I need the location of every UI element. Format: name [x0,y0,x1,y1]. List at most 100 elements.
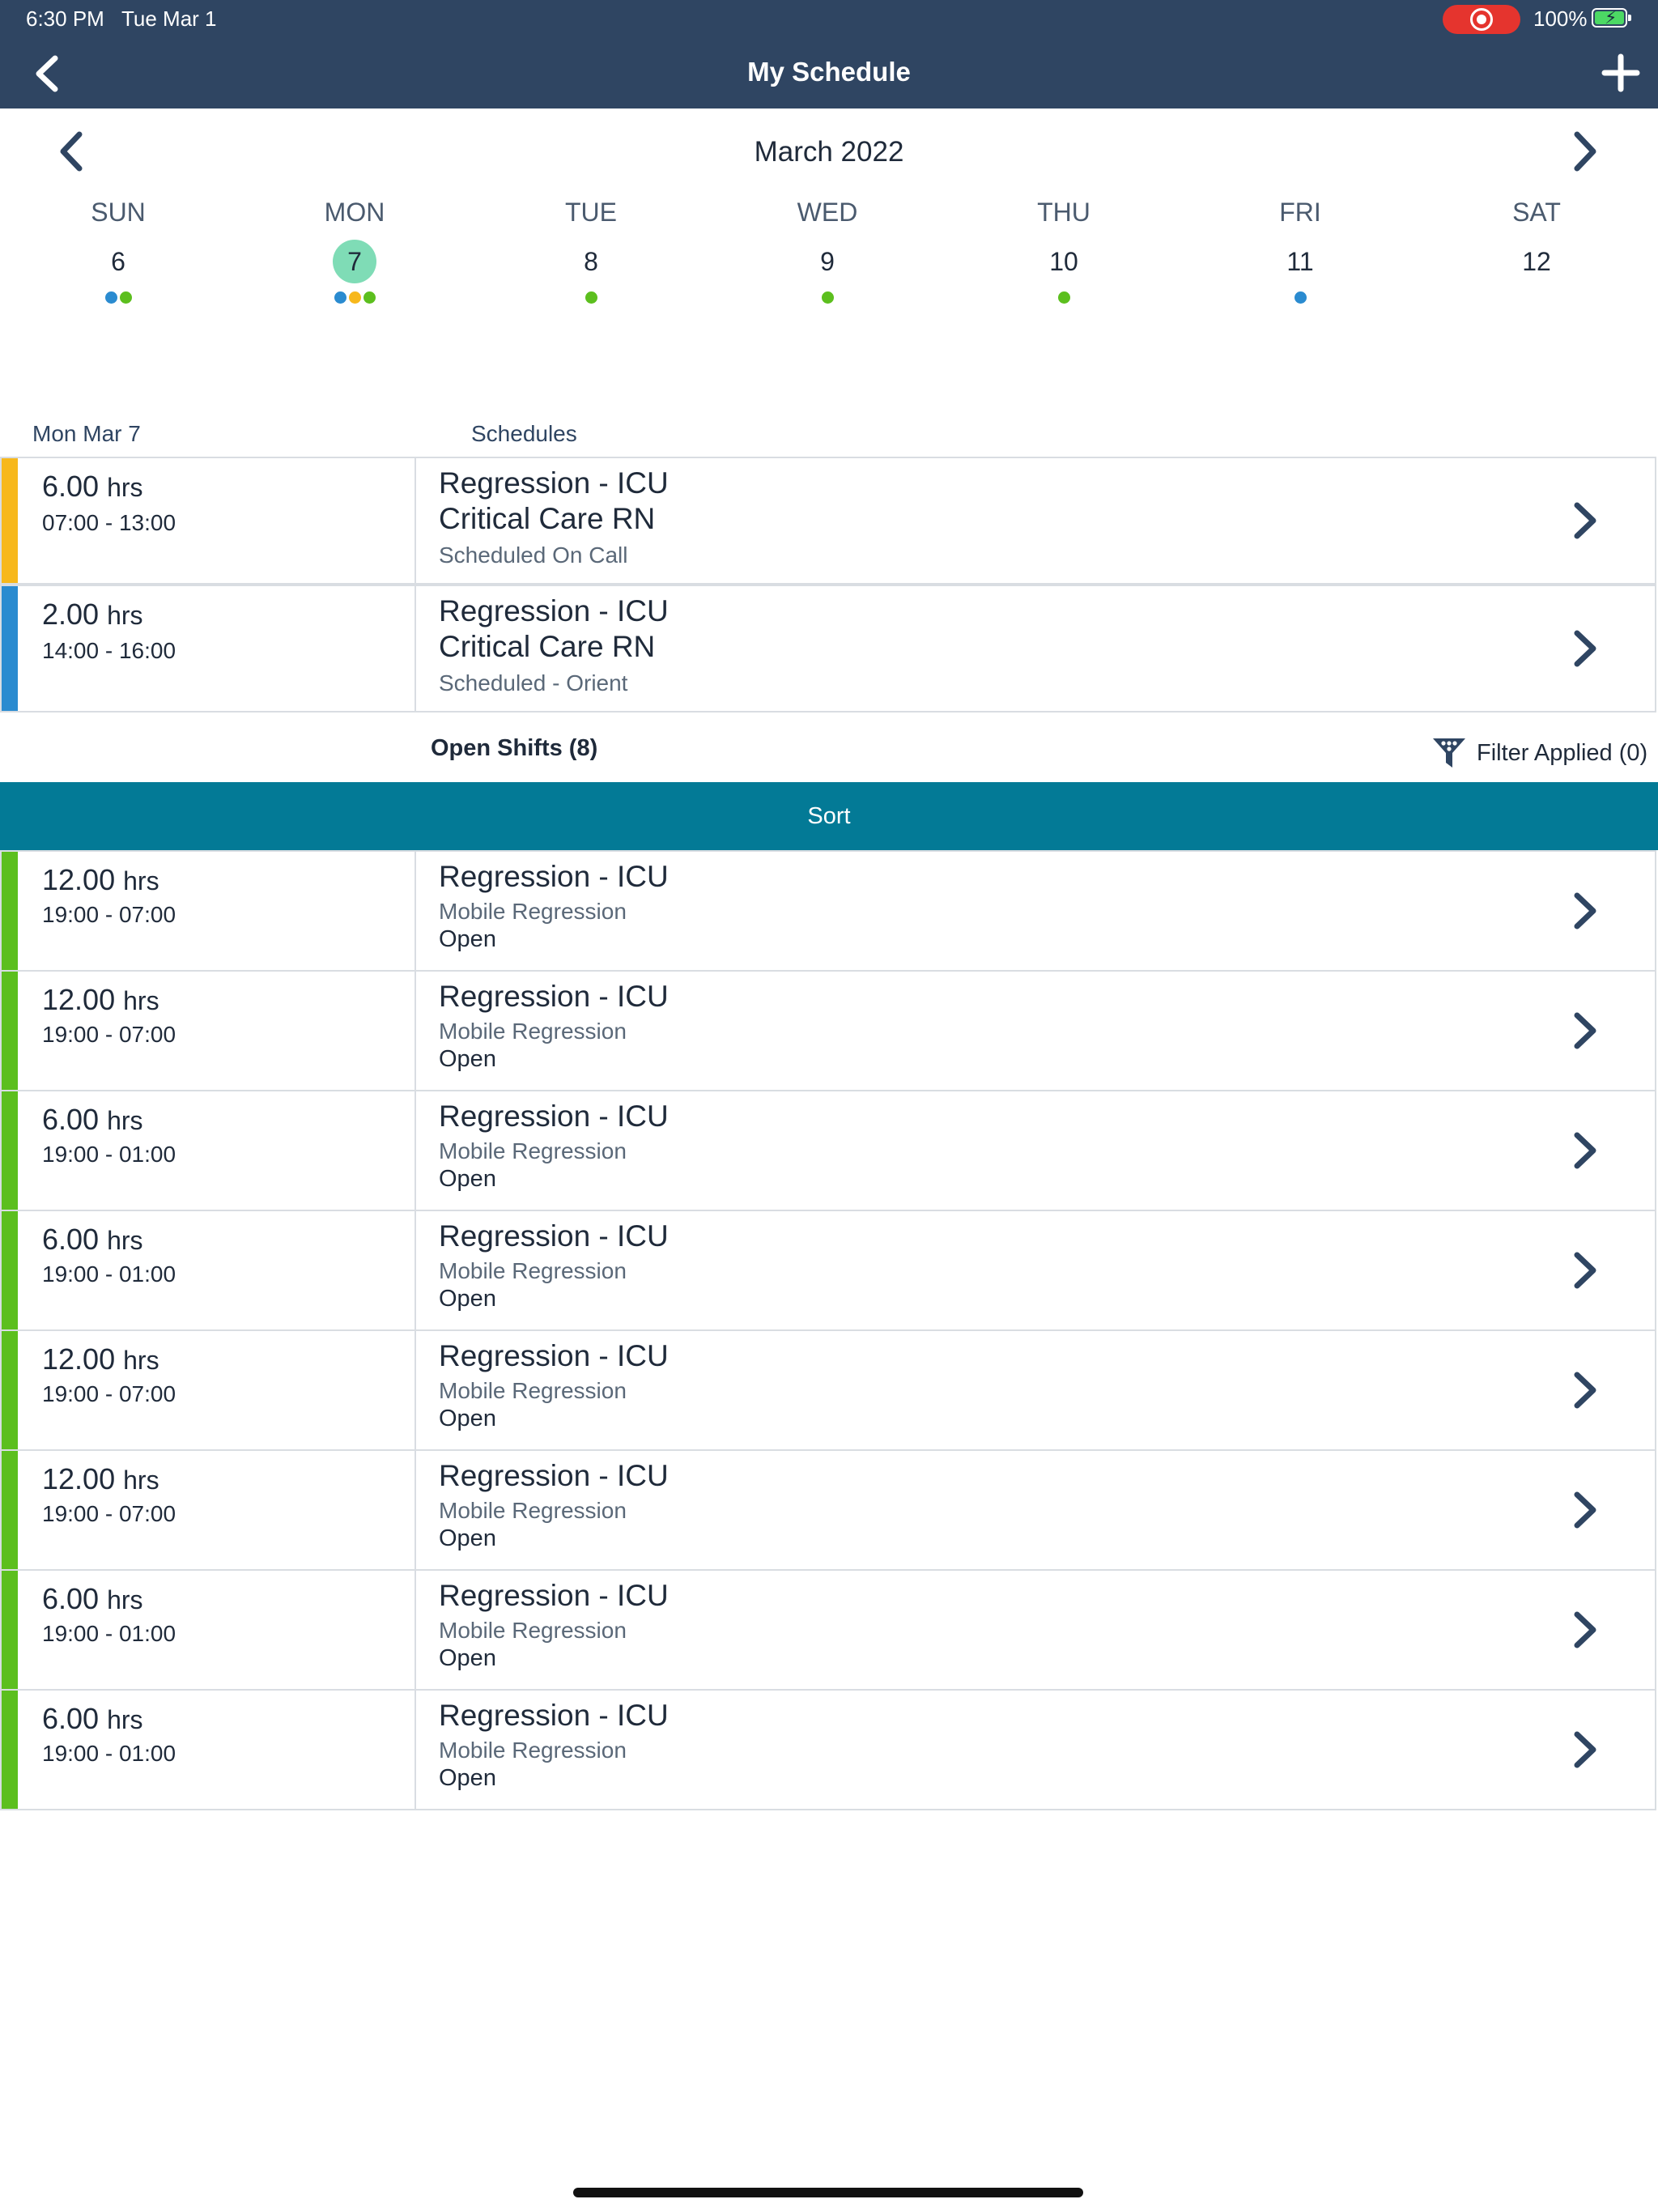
status-date: Tue Mar 1 [121,6,217,31]
shift-hours-cell: 12.00 hrs 19:00 - 07:00 [18,1331,416,1449]
event-dot [363,291,376,304]
chevron-right-icon [1574,1012,1596,1049]
shift-unit: Regression - ICU [439,466,669,500]
open-shift-row[interactable]: 12.00 hrs 19:00 - 07:00 Regression - ICU Mo… [0,1449,1656,1571]
shift-time: 19:00 - 01:00 [42,1261,176,1287]
day-fri[interactable]: FRI 11 [1219,198,1381,306]
event-dot [1057,291,1070,304]
day-number: 6 [111,247,125,276]
next-month-button[interactable] [1567,130,1603,173]
chevron-right-icon [1574,1491,1596,1529]
hours-unit: hrs [107,473,143,502]
open-shift-row[interactable]: 6.00 hrs 19:00 - 01:00 Regression - ICU Mob… [0,1689,1656,1810]
sort-button[interactable]: Sort [0,782,1658,850]
shift-hours-cell: 2.00 hrs 14:00 - 16:00 [18,586,416,711]
shift-hours: 6.00 hrs [42,1582,143,1616]
hours-unit: hrs [107,1106,143,1135]
status-color-bar [2,1691,18,1809]
previous-month-button[interactable] [53,130,89,173]
shift-details: Regression - ICU Mobile Regression Open [439,1451,1655,1569]
day-wed[interactable]: WED 9 [746,198,908,306]
shift-time: 19:00 - 01:00 [42,1621,176,1646]
shift-unit: Regression - ICU [439,1459,669,1492]
shift-time: 19:00 - 07:00 [42,1381,176,1406]
day-tue[interactable]: TUE 8 [510,198,672,306]
open-shift-row[interactable]: 12.00 hrs 19:00 - 07:00 Regression - ICU Mo… [0,970,1656,1091]
status-color-bar [2,1451,18,1569]
filter-icon [1433,738,1465,768]
shift-details: Regression - ICU Mobile Regression Open [439,1691,1655,1809]
add-button[interactable] [1601,53,1640,92]
open-shift-row[interactable]: 12.00 hrs 19:00 - 07:00 Regression - ICU Mo… [0,1329,1656,1451]
shift-hours: 2.00 hrs [42,598,143,632]
shift-details: Regression - ICU Mobile Regression Open [439,1211,1655,1329]
chevron-right-icon [1574,892,1596,929]
shift-status: Scheduled On Call [439,542,628,568]
shift-details: Regression - ICU Mobile Regression Open [439,1091,1655,1210]
back-button[interactable] [29,53,68,94]
status-color-bar [2,1211,18,1329]
schedule-row[interactable]: 6.00 hrs 07:00 - 13:00 Regression - ICU Cri… [0,457,1656,585]
shift-status: Open [439,1525,496,1551]
open-shift-row[interactable]: 6.00 hrs 19:00 - 01:00 Regression - ICU Mob… [0,1210,1656,1331]
hours-value: 12.00 [42,1462,116,1495]
status-bar: 6:30 PM Tue Mar 1 100% ⚡ [0,0,1658,39]
shift-location: Mobile Regression [439,1498,627,1523]
hours-unit: hrs [107,601,143,630]
open-shift-row[interactable]: 6.00 hrs 19:00 - 01:00 Regression - ICU Mob… [0,1569,1656,1691]
screen-recording-icon[interactable] [1443,5,1520,34]
shift-details: Regression - ICU Critical Care RN Schedule… [439,586,1655,711]
schedule-row[interactable]: 2.00 hrs 14:00 - 16:00 Regression - ICU Cri… [0,585,1656,713]
hours-unit: hrs [123,1346,159,1375]
shift-hours: 12.00 hrs [42,983,159,1017]
event-dot [104,291,117,304]
shift-time: 19:00 - 07:00 [42,1022,176,1047]
day-thu[interactable]: THU 10 [983,198,1145,306]
shift-time: 19:00 - 01:00 [42,1142,176,1167]
shift-location: Mobile Regression [439,1378,627,1403]
plus-icon [1601,53,1640,92]
open-shift-row[interactable]: 12.00 hrs 19:00 - 07:00 Regression - ICU Mo… [0,850,1656,972]
hours-unit: hrs [107,1226,143,1255]
selected-date-label: Mon Mar 7 [32,421,141,446]
day-name: MON [324,198,385,227]
shift-unit: Regression - ICU [439,1219,669,1253]
day-number: 9 [820,247,835,276]
shift-unit: Regression - ICU [439,594,669,627]
battery-percentage: 100% [1533,6,1588,31]
open-shift-row[interactable]: 6.00 hrs 19:00 - 01:00 Regression - ICU Mob… [0,1090,1656,1211]
shift-time: 07:00 - 13:00 [42,510,176,535]
shift-hours: 12.00 hrs [42,1342,159,1376]
hours-unit: hrs [107,1705,143,1734]
chevron-right-icon [1574,1132,1596,1169]
month-label: March 2022 [754,136,904,168]
page-title: My Schedule [747,57,911,87]
shift-unit: Regression - ICU [439,980,669,1013]
shift-location: Mobile Regression [439,1019,627,1044]
day-mon[interactable]: MON 7 [274,198,436,306]
shift-hours: 12.00 hrs [42,1462,159,1496]
chevron-right-icon [1574,1731,1596,1768]
shift-time: 19:00 - 07:00 [42,902,176,927]
shift-location: Mobile Regression [439,1618,627,1643]
shift-status: Open [439,1286,496,1312]
hours-value: 2.00 [42,598,100,631]
chevron-right-icon [1574,502,1596,539]
shift-hours-cell: 6.00 hrs 19:00 - 01:00 [18,1091,416,1210]
day-sun[interactable]: SUN 6 [37,198,199,306]
hours-value: 6.00 [42,1223,100,1256]
day-sat[interactable]: SAT 12 [1456,198,1618,306]
shift-unit: Regression - ICU [439,1579,669,1612]
shift-status: Open [439,926,496,952]
top-bar: 6:30 PM Tue Mar 1 100% ⚡ My Schedule [0,0,1658,108]
event-dots [274,291,436,306]
shift-details: Regression - ICU Mobile Regression Open [439,972,1655,1090]
battery-charging-icon: ⚡ [1592,8,1631,28]
shift-hours-cell: 6.00 hrs 19:00 - 01:00 [18,1211,416,1329]
hours-value: 12.00 [42,863,116,896]
chevron-right-icon [1574,131,1596,172]
shift-status: Open [439,1765,496,1791]
hours-unit: hrs [123,1465,159,1495]
day-name: SAT [1512,198,1561,227]
hours-unit: hrs [123,986,159,1015]
